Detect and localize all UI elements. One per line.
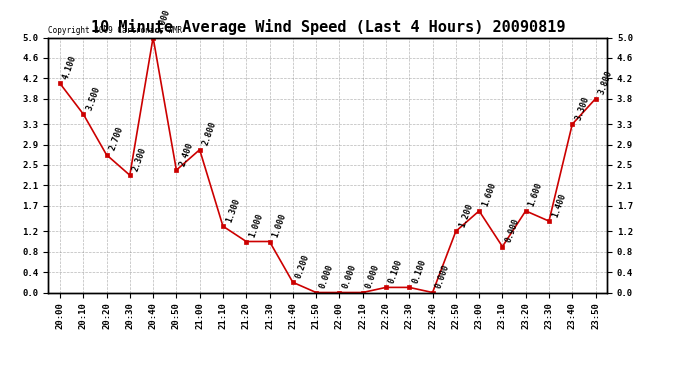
Text: 2.700: 2.700 — [108, 126, 125, 152]
Text: 5.000: 5.000 — [155, 8, 172, 35]
Text: 0.200: 0.200 — [294, 253, 311, 279]
Text: 1.000: 1.000 — [271, 212, 288, 239]
Text: 0.000: 0.000 — [434, 263, 451, 290]
Text: 1.000: 1.000 — [248, 212, 265, 239]
Text: 0.000: 0.000 — [317, 263, 335, 290]
Text: 0.100: 0.100 — [411, 258, 428, 285]
Text: Copyright 2009 Cartronics WMR: Copyright 2009 Cartronics WMR — [48, 26, 182, 35]
Text: 1.200: 1.200 — [457, 202, 474, 228]
Text: 0.000: 0.000 — [341, 263, 358, 290]
Text: 1.400: 1.400 — [551, 192, 567, 218]
Text: 1.300: 1.300 — [224, 197, 241, 223]
Text: 4.100: 4.100 — [61, 54, 79, 81]
Title: 10 Minute Average Wind Speed (Last 4 Hours) 20090819: 10 Minute Average Wind Speed (Last 4 Hou… — [90, 19, 565, 35]
Text: 1.600: 1.600 — [527, 182, 544, 208]
Text: 2.300: 2.300 — [131, 146, 148, 172]
Text: 3.500: 3.500 — [85, 85, 101, 111]
Text: 0.000: 0.000 — [364, 263, 381, 290]
Text: 0.100: 0.100 — [387, 258, 404, 285]
Text: 2.800: 2.800 — [201, 120, 218, 147]
Text: 2.400: 2.400 — [178, 141, 195, 167]
Text: 3.300: 3.300 — [573, 95, 591, 122]
Text: 0.900: 0.900 — [504, 217, 521, 244]
Text: 3.800: 3.800 — [597, 69, 614, 96]
Text: 1.600: 1.600 — [480, 182, 497, 208]
